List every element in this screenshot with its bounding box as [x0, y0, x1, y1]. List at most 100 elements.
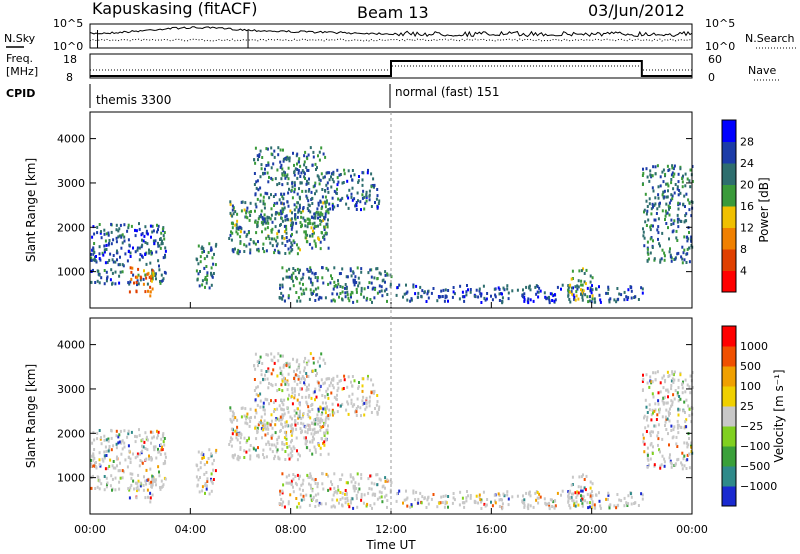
- power-cell: [94, 281, 97, 284]
- power-cell: [598, 285, 600, 289]
- colorbar-tick-label: 25: [740, 400, 754, 413]
- velocity-cell: [311, 477, 314, 481]
- velocity-cell: [96, 475, 99, 479]
- velocity-cell: [321, 482, 324, 486]
- velocity-cell: [238, 456, 241, 460]
- velocity-cell: [341, 496, 344, 500]
- velocity-cell: [346, 481, 349, 485]
- power-cell: [283, 299, 286, 303]
- velocity-cell: [239, 436, 242, 440]
- power-cell: [425, 300, 428, 303]
- power-cell: [613, 298, 616, 302]
- power-cell: [110, 268, 113, 272]
- power-cell: [370, 275, 373, 279]
- power-cell: [316, 276, 319, 280]
- power-cell: [663, 195, 666, 199]
- velocity-cell: [656, 370, 659, 374]
- power-cell: [331, 277, 334, 280]
- power-cell: [666, 182, 669, 186]
- velocity-cell: [329, 487, 332, 491]
- velocity-cell: [290, 479, 293, 483]
- velocity-cell: [567, 490, 570, 494]
- power-cell: [298, 271, 300, 275]
- power-cell: [123, 235, 126, 239]
- velocity-cell: [669, 459, 672, 463]
- velocity-cell: [317, 381, 320, 385]
- power-cell: [361, 178, 364, 182]
- y-tick-label: 1000: [57, 266, 85, 279]
- power-cell: [309, 234, 311, 238]
- velocity-cell: [274, 383, 277, 387]
- velocity-cell: [151, 475, 154, 479]
- power-cell: [267, 163, 270, 167]
- velocity-cell: [658, 410, 661, 414]
- velocity-cell: [137, 479, 140, 483]
- power-cell: [300, 225, 303, 229]
- velocity-cell: [647, 424, 650, 428]
- power-cell: [659, 201, 661, 205]
- power-cell: [376, 277, 379, 281]
- power-cell: [156, 223, 158, 227]
- power-cell: [536, 285, 539, 288]
- velocity-cell: [299, 505, 302, 509]
- power-cell: [599, 300, 602, 304]
- velocity-cell: [688, 385, 691, 389]
- velocity-cell: [317, 407, 320, 411]
- velocity-cell: [326, 377, 329, 381]
- velocity-cell: [103, 475, 106, 478]
- power-cell: [274, 217, 277, 221]
- velocity-cell: [211, 462, 214, 466]
- velocity-cell: [652, 445, 654, 449]
- power-cell: [232, 250, 235, 254]
- velocity-cell: [309, 483, 312, 487]
- power-cell: [274, 177, 277, 181]
- power-cell: [647, 252, 650, 256]
- power-cell: [264, 191, 267, 195]
- power-cell: [303, 154, 306, 158]
- velocity-cell: [237, 454, 240, 458]
- power-cell: [646, 240, 649, 244]
- velocity-cell: [254, 426, 257, 430]
- power-cell: [681, 261, 684, 265]
- power-cell: [367, 271, 370, 275]
- velocity-cell: [668, 407, 671, 411]
- velocity-cell: [130, 476, 133, 480]
- power-cell: [236, 212, 239, 216]
- power-cell: [548, 299, 551, 303]
- power-cell: [656, 164, 659, 168]
- power-cell: [318, 295, 321, 299]
- power-cell: [661, 248, 664, 252]
- power-cell: [306, 207, 309, 210]
- power-cell: [306, 225, 309, 229]
- power-cell: [241, 200, 244, 204]
- velocity-cell: [309, 474, 312, 478]
- velocity-cell: [646, 415, 649, 419]
- velocity-cell: [282, 408, 285, 412]
- power-cell: [230, 221, 233, 225]
- velocity-cell: [525, 491, 528, 495]
- velocity-cell: [256, 360, 259, 364]
- velocity-cell: [548, 503, 551, 507]
- power-cell: [253, 183, 256, 186]
- colorbar-swatch: [722, 270, 736, 293]
- power-cell: [256, 220, 259, 224]
- power-cell: [320, 219, 323, 223]
- power-cell: [556, 285, 559, 289]
- power-cell: [324, 212, 327, 216]
- power-cell: [254, 209, 256, 213]
- velocity-cell: [273, 457, 276, 461]
- power-cell: [309, 146, 312, 150]
- power-cell: [372, 177, 375, 181]
- velocity-cell: [282, 500, 285, 504]
- power-cell: [259, 149, 262, 153]
- velocity-cell: [313, 437, 315, 441]
- power-cell: [644, 192, 647, 196]
- velocity-cell: [656, 434, 659, 438]
- velocity-cell: [262, 453, 264, 457]
- velocity-cell: [668, 413, 670, 417]
- power-cell: [357, 199, 359, 203]
- velocity-cell: [371, 390, 374, 393]
- velocity-cell: [317, 430, 319, 434]
- power-cell: [345, 287, 348, 290]
- power-cell: [679, 167, 682, 171]
